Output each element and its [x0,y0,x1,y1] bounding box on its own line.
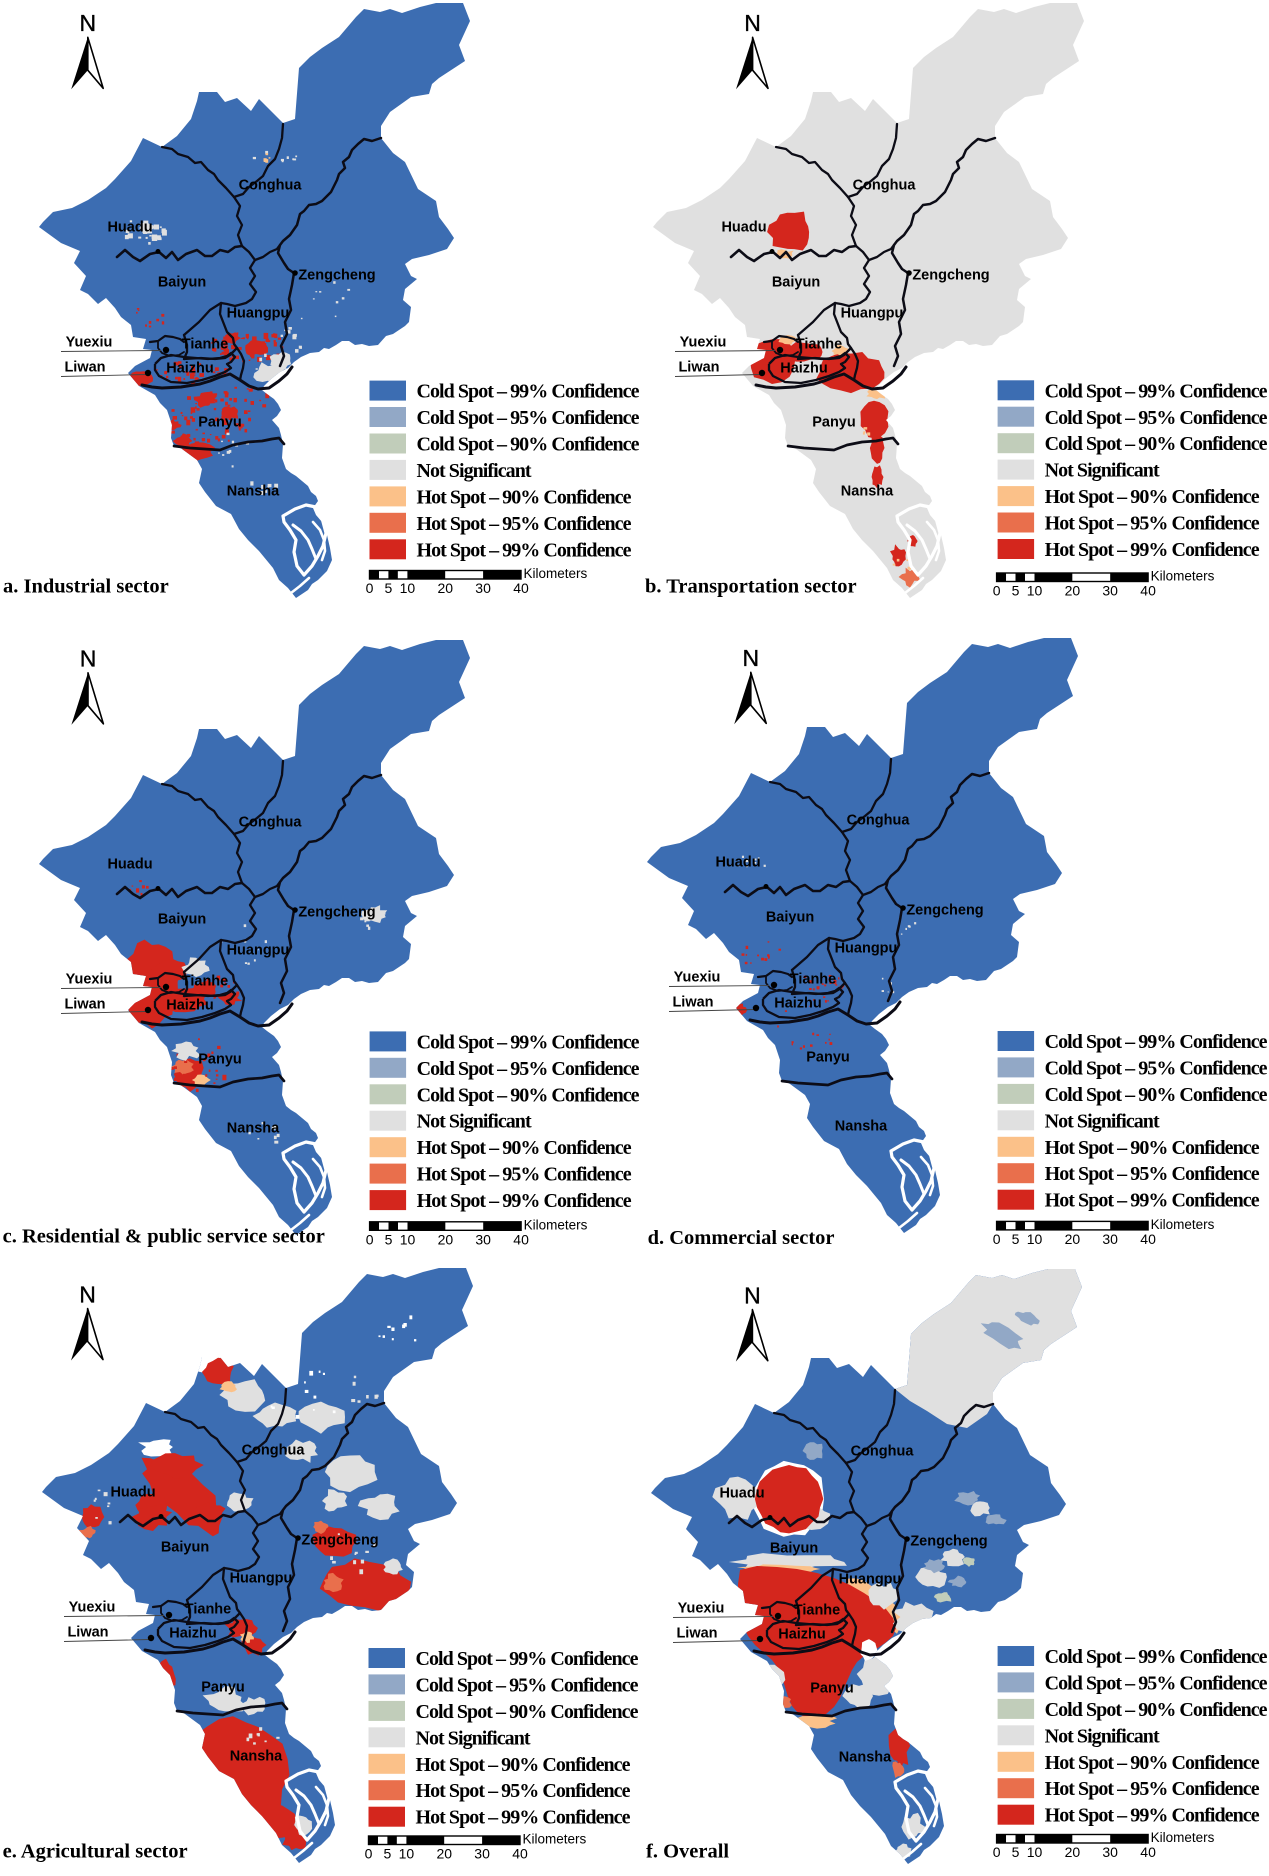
svg-text:f. Overall: f. Overall [646,1841,729,1863]
svg-text:d. Commercial sector: d. Commercial sector [648,1227,835,1249]
svg-text:e. Agricultural sector: e. Agricultural sector [3,1841,188,1863]
svg-text:b. Transportation sector: b. Transportation sector [645,576,857,598]
svg-text:c. Residential & public servic: c. Residential & public service sector [3,1225,325,1247]
svg-text:a. Industrial sector: a. Industrial sector [3,576,169,598]
